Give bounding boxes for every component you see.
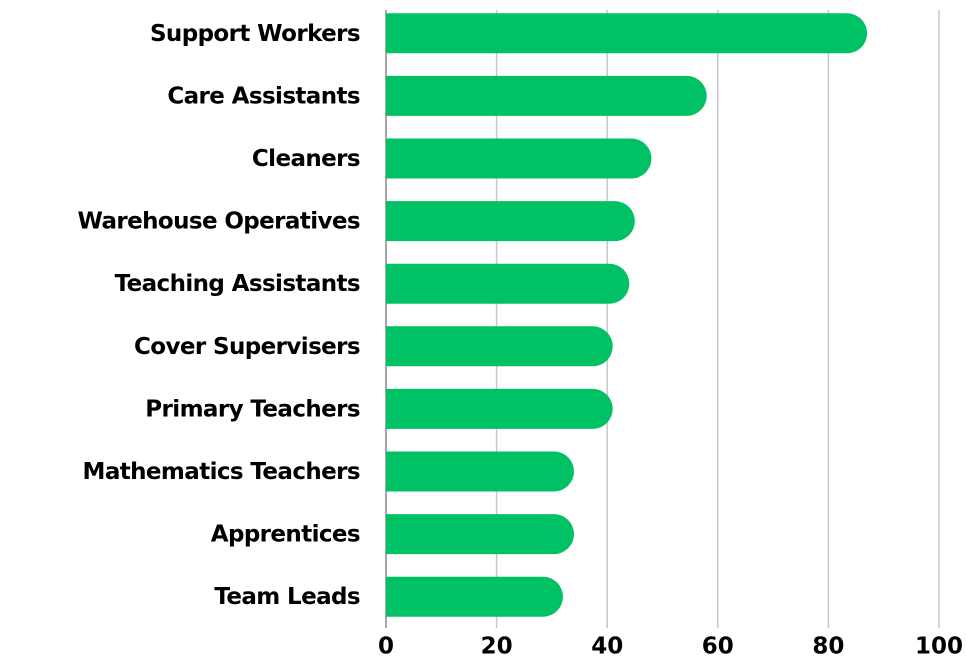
y-tick-label: Cover Supervisers	[134, 334, 360, 360]
bar	[386, 75, 707, 116]
y-tick-label: Support Workers	[150, 21, 360, 47]
x-tick-label: 100	[915, 634, 963, 660]
y-tick-label: Care Assistants	[167, 83, 360, 109]
bar	[386, 514, 575, 555]
bar	[386, 263, 630, 304]
bar	[386, 388, 613, 429]
bar	[386, 138, 652, 179]
x-tick-label: 80	[812, 634, 844, 660]
bar	[386, 201, 635, 242]
x-tick-label: 0	[378, 634, 394, 660]
y-tick-label: Warehouse Operatives	[78, 209, 361, 235]
x-tick-label: 20	[481, 634, 513, 660]
bar	[386, 451, 575, 492]
bar	[386, 576, 563, 617]
bar	[386, 13, 868, 54]
y-tick-label: Apprentices	[211, 522, 360, 548]
bar	[386, 326, 613, 367]
x-tick-label: 60	[702, 634, 734, 660]
y-tick-label: Primary Teachers	[145, 396, 360, 422]
y-tick-label: Teaching Assistants	[115, 271, 360, 297]
y-tick-label: Cleaners	[252, 146, 360, 172]
y-tick-label: Mathematics Teachers	[83, 459, 360, 485]
y-tick-label: Team Leads	[214, 584, 360, 610]
x-tick-label: 40	[591, 634, 623, 660]
